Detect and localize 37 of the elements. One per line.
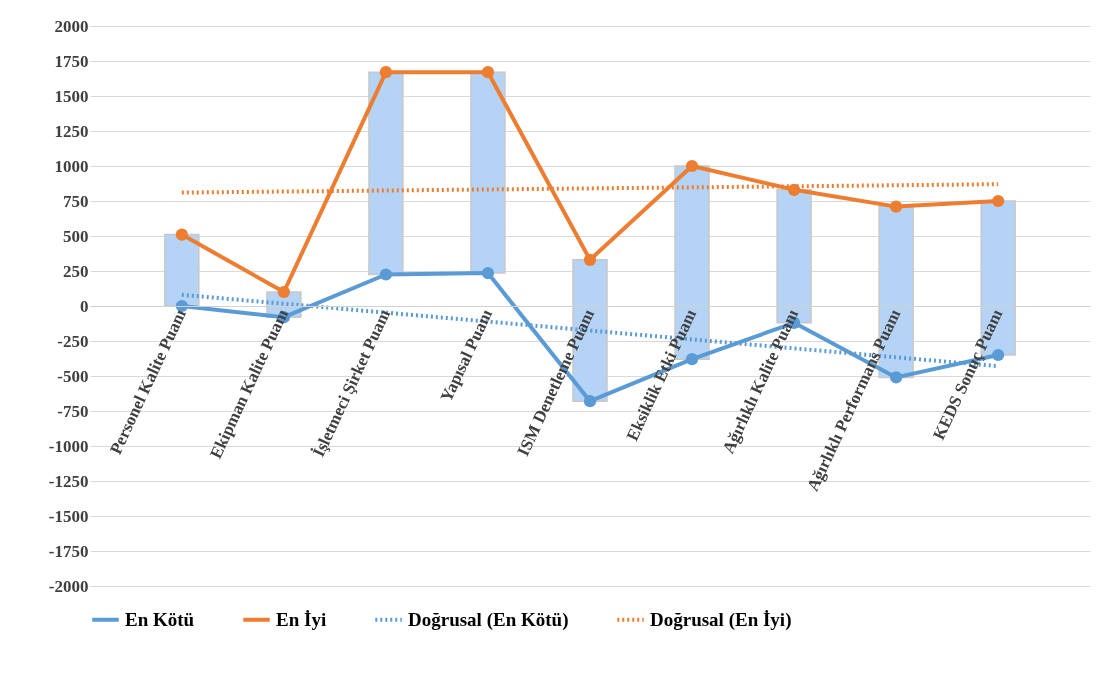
y-tick-label: 2000 — [54, 16, 89, 36]
point — [685, 353, 699, 366]
y-tick-label: 1250 — [54, 121, 89, 141]
point — [583, 253, 597, 266]
legend-label: Doğrusal (En Kötü) — [408, 608, 569, 631]
point — [379, 66, 393, 79]
y-tick-label: 1750 — [54, 51, 89, 71]
point — [685, 159, 699, 173]
y-tick-label: 1500 — [54, 86, 89, 106]
y-tick-label: -1000 — [48, 436, 89, 456]
y-tick-label: 1000 — [54, 156, 89, 176]
point — [379, 268, 393, 281]
point — [787, 183, 801, 196]
y-tick-label: 750 — [63, 191, 89, 211]
y-tick-label: -2000 — [48, 576, 89, 596]
legend-label: Doğrusal (En İyi) — [650, 608, 792, 631]
point — [481, 66, 495, 79]
y-tick-label: 250 — [63, 261, 89, 281]
point — [175, 228, 188, 241]
y-tick-label: -500 — [57, 366, 89, 386]
point — [992, 194, 1005, 208]
y-tick-label: -1750 — [48, 541, 89, 561]
y-tick-label: -250 — [57, 331, 89, 351]
y-tick-label: -1500 — [48, 506, 89, 526]
y-tick-label: -1250 — [48, 471, 89, 491]
y-tick-label: 0 — [80, 296, 89, 316]
point — [277, 285, 290, 299]
point — [890, 371, 903, 384]
y-tick-label: 500 — [63, 226, 89, 246]
y-tick-label: -750 — [57, 401, 89, 421]
point — [890, 200, 903, 213]
legend-label: En Kötü — [125, 608, 195, 630]
point — [481, 266, 495, 280]
legend-label: En İyi — [276, 608, 327, 630]
bar — [368, 71, 404, 276]
bar — [470, 71, 506, 274]
point — [583, 395, 597, 408]
